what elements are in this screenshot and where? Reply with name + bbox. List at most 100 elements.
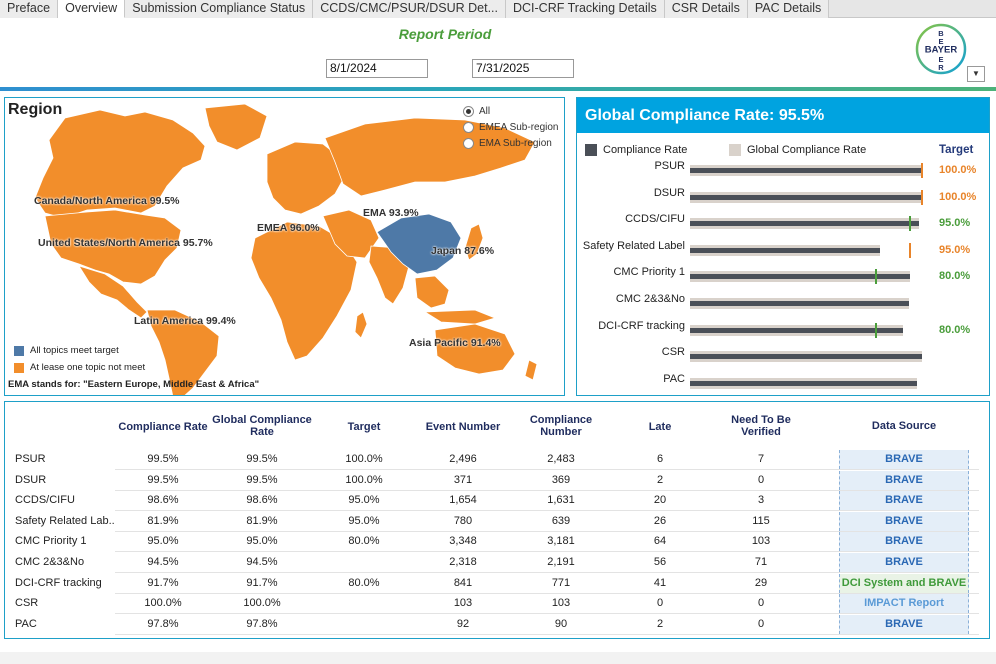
start-date-input[interactable]: 8/1/2024 [326,59,428,78]
table-row: Safety Related Lab.. 81.9% 81.9% 95.0% 780 63… [11,511,979,532]
cell-verify: 3 [757,494,765,507]
bullet-rate-bar[interactable] [690,194,921,200]
label-japan: Japan 87.6% [431,245,495,257]
logo-text-a: E [938,37,943,46]
data-source-link[interactable]: BRAVE [839,491,969,511]
cell-global: 99.5% [246,473,278,486]
legend-swatch-dark [585,144,597,156]
table-row: CMC 2&3&No 94.5% 94.5% 2,318 2,191 56 71 BRAVE [11,552,979,573]
cell-rate: 99.5% [147,473,179,486]
row-name: CMC Priority 1 [15,535,87,548]
bullet-row: CMC 2&3&No [577,293,989,319]
map-region-southeast-asia [414,275,450,309]
header-compliance-rate: Compliance Rate [118,421,208,433]
cell-events: 780 [453,514,473,527]
tab-preface[interactable]: Preface [0,0,59,18]
end-date-input[interactable]: 7/31/2025 [472,59,574,78]
cell-compliance: 3,181 [547,535,575,548]
filter-ema[interactable]: EMA Sub-region [463,135,559,151]
tab-pac-details[interactable]: PAC Details [747,0,830,18]
legend-compliance-rate-label: Compliance Rate [603,144,688,156]
tab-bar-fill [829,0,996,17]
data-source-link[interactable]: BRAVE [839,450,969,469]
map-region-china [376,213,462,275]
bullet-rate-bar[interactable] [690,301,910,306]
cell-compliance: 103 [551,597,571,610]
row-name: CSR [15,597,39,610]
data-source-link[interactable]: BRAVE [839,614,969,634]
radio-ema[interactable] [463,137,474,149]
cell-target: 95.0% [348,494,380,507]
logo-text-top: B [938,29,944,38]
bullet-rate-bar[interactable] [690,327,903,333]
data-source-link[interactable]: BRAVE [839,553,969,572]
row-name: DCI-CRF tracking [15,576,102,589]
tab-csr-details[interactable]: CSR Details [664,0,748,18]
filter-emea[interactable]: EMEA Sub-region [463,119,559,135]
header-late: Late [648,421,672,433]
tab-dci-crf-tracking-details[interactable]: DCI-CRF Tracking Details [505,0,665,18]
data-source-link[interactable]: IMPACT Report [839,594,969,614]
region-filter: All EMEA Sub-region EMA Sub-region [463,103,559,151]
cell-compliance: 639 [551,514,571,527]
row-divider [115,633,979,635]
cell-verify: 103 [751,535,771,548]
tab-ccds-cmc-psur-dsur-det[interactable]: CCDS/CMC/PSUR/DSUR Det... [313,0,506,18]
bullet-rate-bar[interactable] [690,354,922,360]
bullet-target-value: 80.0% [939,323,971,336]
bullet-rate-bar[interactable] [690,274,911,280]
label-us: United States/North America 95.7% [38,237,213,249]
cell-rate: 98.6% [147,494,179,507]
bullet-rate-bar[interactable] [690,247,880,253]
cell-global: 98.6% [246,494,278,507]
footer-strip [0,652,996,664]
table-row: PAC 97.8% 97.8% 92 90 2 0 BRAVE [11,614,979,635]
chevron-down-icon[interactable]: ▼ [967,66,985,82]
legend-compliance-rate: Compliance Rate [585,144,687,156]
label-canada: Canada/North America 99.5% [34,195,180,207]
bullet-row: CSR [577,346,989,372]
bullet-rate-bar[interactable] [690,380,917,386]
cell-events: 371 [453,473,473,486]
tab-submission-compliance-status[interactable]: Submission Compliance Status [125,0,314,18]
filter-all[interactable]: All [463,103,559,119]
cell-target: 80.0% [348,535,380,548]
data-source-link[interactable]: DCI System and BRAVE [839,573,969,593]
cell-events: 841 [453,576,473,589]
header-event-number: Event Number [425,421,501,433]
data-source-link[interactable]: BRAVE [839,470,969,490]
cell-compliance: 369 [551,473,571,486]
bullet-rate-bar[interactable] [690,221,919,227]
legend-label-meet: All topics meet target [30,345,119,356]
cell-rate: 94.5% [147,556,179,568]
bayer-logo: BAYER B E E R [915,23,967,75]
bullet-rate-bar[interactable] [690,168,921,173]
label-ema: EMA 93.9% [363,207,419,219]
bullet-target-value: 80.0% [939,270,971,283]
tab-bar: Preface Overview Submission Compliance Sta… [0,0,996,18]
filter-emea-label: EMEA Sub-region [479,121,559,133]
radio-all[interactable] [463,105,474,117]
cell-rate: 99.5% [147,453,179,465]
header-need-verified: Need To Be Verified [731,414,791,438]
bullet-row: DCI-CRF tracking 80.0% [577,320,989,346]
label-latam: Latin America 99.4% [134,315,236,327]
tab-overview[interactable]: Overview [58,0,126,18]
logo-text-e: E [938,55,943,64]
data-source-link[interactable]: BRAVE [839,532,969,552]
logo-text-r: R [938,63,944,72]
data-source-link[interactable]: BRAVE [839,511,969,531]
bullet-row: CMC Priority 1 80.0% [577,266,989,292]
bullet-row: DSUR 100.0% [577,187,989,213]
cell-target [323,614,405,634]
radio-emea[interactable] [463,121,474,133]
bullet-target-value: 95.0% [939,217,971,230]
bullet-row-label: CMC 2&3&No [615,293,685,305]
world-map[interactable] [5,98,565,396]
global-compliance-title: Global Compliance Rate: 95.5% [577,98,989,133]
bullet-target-marker [874,322,877,338]
map-region-australia [434,323,516,375]
header-target: Target [347,421,381,433]
bullet-target-value: 95.0% [939,243,971,256]
cell-verify: 7 [757,453,765,465]
